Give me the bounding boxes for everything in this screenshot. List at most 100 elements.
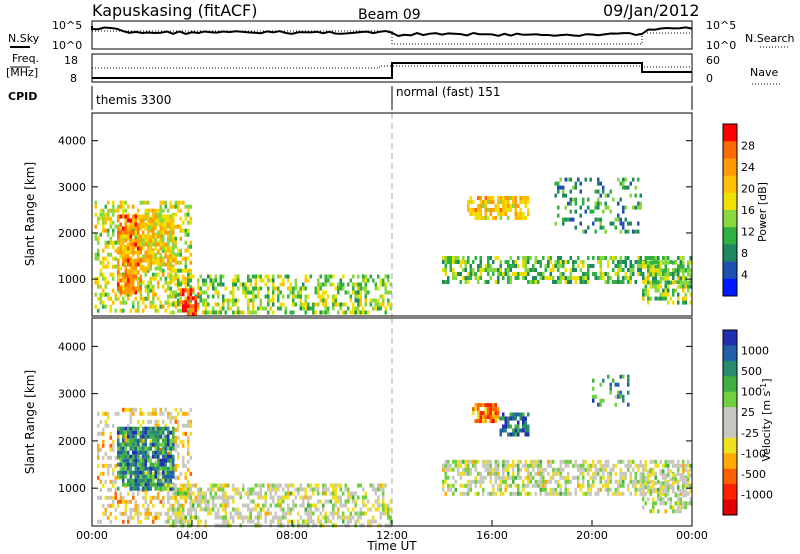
pixel-powerData-3 [199,274,202,279]
pixel-powerData-6 [534,276,537,280]
pixel-velocityData-0 [102,431,105,436]
pixel-powerData-7 [554,221,557,226]
pixel-powerData-3 [227,302,230,307]
pixel-powerData-3 [207,302,210,307]
pixel-powerData-7 [594,205,597,210]
pixel-velocityData-1 [157,426,160,431]
pixel-powerData-3 [297,290,300,295]
pixel-powerData-3 [374,282,377,287]
pixel-powerData-6 [599,268,602,272]
pixel-powerData-3 [304,306,307,311]
pixel-velocityData-5 [464,467,467,472]
pixel-velocityData-7 [679,473,682,478]
pixel-velocityData-2 [177,507,180,512]
pixel-velocityData-5 [497,487,500,492]
pixel-powerData-0 [149,304,152,309]
pixel-velocityData-0 [172,415,175,420]
pixel-velocityData-2 [352,495,355,500]
pixel-powerData-1 [132,282,135,287]
pixel-velocityData-1 [157,438,160,443]
pixel-powerData-1 [139,274,142,279]
pixel-powerData-8 [647,268,650,273]
pixel-velocityData-1 [132,438,135,443]
pixel-powerData-7 [639,205,642,210]
pixel-velocityData-7 [674,509,677,514]
pixel-powerData-6 [619,260,622,264]
pixel-powerData-3 [354,298,357,303]
pixel-velocityData-0 [137,515,140,520]
pixel-velocityData-1 [132,470,135,475]
pixel-velocityData-0 [137,511,140,516]
pixel-velocityData-1 [169,454,172,459]
pixel-powerData-3 [277,294,280,299]
pixel-powerData-6 [619,280,622,284]
pixel-velocityData-2 [217,487,220,492]
pixel-powerData-0 [97,240,100,245]
pixel-velocityData-0 [99,419,102,424]
pixel-powerData-6 [587,268,590,272]
pixel-powerData-2 [157,266,160,271]
pixel-velocityData-2 [312,511,315,516]
pixel-velocityData-0 [137,491,140,496]
pixel-velocityData-4 [509,416,512,421]
pixel-velocityData-5 [602,467,605,472]
pixel-velocityData-1 [152,426,155,431]
pixel-velocityData-4 [512,428,515,433]
pixel-powerData-0 [174,276,177,281]
pixel-velocityData-5 [622,459,625,464]
pixel-velocityData-5 [567,463,570,468]
pixel-powerData-8 [649,280,652,285]
pixel-powerData-5 [527,196,530,200]
pixel-velocityData-0 [117,435,120,440]
pixel-powerData-7 [557,213,560,218]
pixel-powerData-2 [152,230,155,235]
pixel-velocityData-5 [524,475,527,480]
pixel-powerData-6 [572,268,575,272]
pixel-velocityData-1 [137,462,140,467]
pixel-powerData-3 [202,290,205,295]
pixel-velocityData-7 [659,501,662,506]
pixel-powerData-6 [497,272,500,276]
pixel-velocityData-2 [167,515,170,520]
pixel-powerData-1 [132,238,135,243]
pixel-powerData-6 [454,276,457,280]
pixel-velocityData-2 [202,507,205,512]
pixel-velocityData-2 [197,495,200,500]
pixel-powerData-3 [359,302,362,307]
pixel-velocityData-5 [552,467,555,472]
pixel-velocityData-0 [124,507,127,512]
pixel-velocityData-1 [127,482,130,487]
pixel-powerData-2 [169,250,172,255]
pixel-velocityData-1 [127,430,130,435]
pixel-powerData-3 [169,302,172,307]
pixel-powerData-0 [147,220,150,225]
pixel-velocityData-0 [104,423,107,428]
pixel-velocityData-1 [164,458,167,463]
pixel-powerData-2 [172,246,175,251]
pixel-powerData-0 [184,212,187,217]
pixel-powerData-5 [487,196,490,200]
pixel-velocityData-0 [187,439,190,444]
pixel-powerData-3 [212,310,215,315]
pixel-velocityData-2 [179,515,182,520]
pixel-velocityData-1 [149,466,152,471]
pixel-powerData-1 [119,290,122,295]
pixel-powerData-6 [499,272,502,276]
pixel-velocityData-1 [122,482,125,487]
pixel-velocityData-3 [492,411,495,416]
pixel-powerData-0 [102,300,105,305]
pixel-powerData-3 [372,278,375,283]
pixel-velocityData-1 [157,450,160,455]
pixel-powerData-5 [519,216,522,220]
pixel-velocityData-5 [639,471,642,476]
pixel-powerData-8 [644,288,647,293]
pixel-velocityData-0 [142,419,145,424]
pixel-velocityData-5 [604,483,607,488]
pixel-powerData-3 [172,290,175,295]
pixel-powerData-3 [172,274,175,279]
pixel-powerData-8 [682,284,685,289]
pixel-velocityData-3 [489,415,492,420]
pixel-velocityData-2 [279,499,282,504]
pixel-powerData-3 [217,290,220,295]
pixel-powerData-6 [537,280,540,284]
